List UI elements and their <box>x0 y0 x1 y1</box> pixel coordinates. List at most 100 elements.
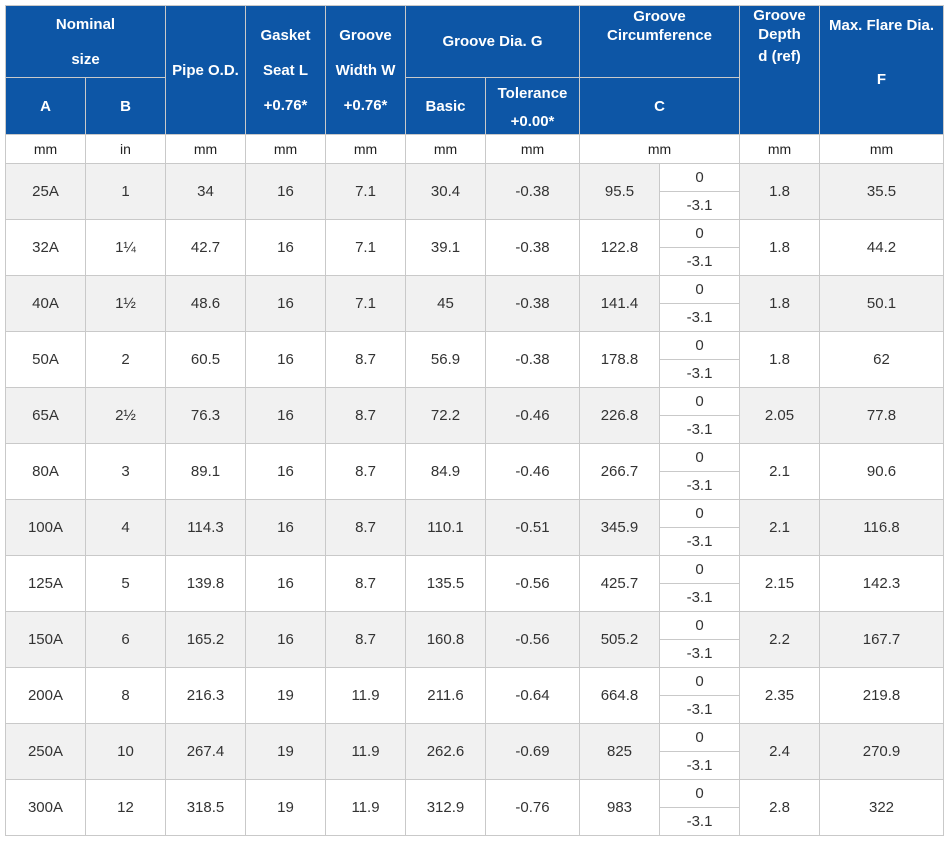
cell-groove-circumference: 226.8 <box>579 387 660 444</box>
cell-nominal-a: 125A <box>5 555 86 612</box>
table-row: 25A 1 34 16 7.1 30.4 -0.38 95.5 0 1.8 35.5 <box>5 163 945 220</box>
cell-groove-tolerance: -0.38 <box>485 163 580 220</box>
cell-groove-circumference: 825 <box>579 723 660 780</box>
cell-circumference-minus-tol: -3.1 <box>658 191 741 220</box>
cell-groove-width: 8.7 <box>325 331 406 388</box>
cell-pipe-od: 114.3 <box>165 499 246 556</box>
cell-max-flare-dia: 270.9 <box>819 723 945 780</box>
unit-cell: in <box>85 134 166 164</box>
cell-groove-basic: 110.1 <box>405 499 486 556</box>
cell-nominal-b: 6 <box>85 611 166 668</box>
cell-groove-circumference: 664.8 <box>579 667 660 724</box>
cell-gasket-seat: 16 <box>245 555 326 612</box>
table-header: Nominal size Pipe O.D. Gasket Seat L +0.… <box>5 5 945 164</box>
header-groove-depth: Groove Depth d (ref) <box>739 5 821 135</box>
cell-nominal-a: 200A <box>5 667 86 724</box>
cell-gasket-seat: 16 <box>245 387 326 444</box>
cell-groove-circumference: 95.5 <box>579 163 660 220</box>
cell-circumference-plus-tol: 0 <box>658 443 741 472</box>
cell-groove-tolerance: -0.38 <box>485 219 580 276</box>
cell-groove-width: 8.7 <box>325 443 406 500</box>
table-row-sub: -3.1 <box>6 471 944 500</box>
cell-groove-circumference: 141.4 <box>579 275 660 332</box>
cell-nominal-b: 8 <box>85 667 166 724</box>
groove-spec-table: Nominal size Pipe O.D. Gasket Seat L +0.… <box>5 5 945 836</box>
cell-max-flare-dia: 142.3 <box>819 555 945 612</box>
header-gasket-seat: Gasket Seat L +0.76* <box>245 5 326 135</box>
unit-cell: mm <box>5 134 86 164</box>
unit-cell: mm <box>739 134 821 164</box>
cell-circumference-plus-tol: 0 <box>658 163 741 192</box>
cell-groove-depth: 2.05 <box>739 387 821 444</box>
cell-groove-basic: 30.4 <box>405 163 486 220</box>
cell-groove-depth: 2.4 <box>739 723 821 780</box>
cell-circumference-plus-tol: 0 <box>658 219 741 248</box>
cell-groove-tolerance: -0.56 <box>485 611 580 668</box>
cell-groove-tolerance: -0.56 <box>485 555 580 612</box>
cell-circumference-plus-tol: 0 <box>658 499 741 528</box>
cell-circumference-minus-tol: -3.1 <box>658 583 741 612</box>
header-c: C <box>578 77 741 135</box>
cell-circumference-minus-tol: -3.1 <box>658 807 741 836</box>
cell-groove-circumference: 505.2 <box>579 611 660 668</box>
table-row: 300A 12 318.5 19 11.9 312.9 -0.76 983 0 2.8 322 <box>5 779 945 836</box>
cell-groove-tolerance: -0.51 <box>485 499 580 556</box>
unit-cell: mm <box>245 134 326 164</box>
cell-nominal-b: 1¼ <box>85 219 166 276</box>
cell-circumference-minus-tol: -3.1 <box>658 303 741 332</box>
cell-nominal-a: 80A <box>5 443 86 500</box>
table-row-sub: -3.1 <box>6 695 944 724</box>
unit-cell: mm <box>578 134 741 164</box>
cell-groove-basic: 56.9 <box>405 331 486 388</box>
table-row: 32A 1¼ 42.7 16 7.1 39.1 -0.38 122.8 0 1.8 44.2 <box>5 219 945 276</box>
cell-gasket-seat: 16 <box>245 443 326 500</box>
cell-groove-circumference: 178.8 <box>579 331 660 388</box>
header-pipe-od: Pipe O.D. <box>165 5 246 135</box>
header-groove-width: Groove Width W +0.76* <box>325 5 406 135</box>
cell-max-flare-dia: 322 <box>819 779 945 836</box>
cell-groove-basic: 72.2 <box>405 387 486 444</box>
table-row-sub: -3.1 <box>6 751 944 780</box>
cell-groove-depth: 1.8 <box>739 219 821 276</box>
header-tolerance: Tolerance +0.00* <box>485 77 580 135</box>
cell-circumference-plus-tol: 0 <box>658 779 741 808</box>
cell-groove-width: 7.1 <box>325 219 406 276</box>
table-row-sub: -3.1 <box>6 247 944 276</box>
table-row: 200A 8 216.3 19 11.9 211.6 -0.64 664.8 0 2.35 219.… <box>5 667 945 724</box>
cell-groove-width: 8.7 <box>325 555 406 612</box>
cell-groove-tolerance: -0.69 <box>485 723 580 780</box>
header-max-flare-dia: Max. Flare Dia. F <box>819 5 945 135</box>
cell-max-flare-dia: 77.8 <box>819 387 945 444</box>
cell-max-flare-dia: 50.1 <box>819 275 945 332</box>
header-b: B <box>85 77 166 135</box>
cell-gasket-seat: 16 <box>245 331 326 388</box>
table-row: 80A 3 89.1 16 8.7 84.9 -0.46 266.7 0 2.1 90.6 <box>5 443 945 500</box>
cell-groove-width: 7.1 <box>325 275 406 332</box>
cell-max-flare-dia: 116.8 <box>819 499 945 556</box>
cell-groove-depth: 2.1 <box>739 499 821 556</box>
table-row-sub: -3.1 <box>6 639 944 668</box>
cell-groove-tolerance: -0.38 <box>485 275 580 332</box>
cell-groove-width: 11.9 <box>325 723 406 780</box>
header-groove-circumference: Groove Circumference <box>578 5 741 78</box>
cell-nominal-a: 300A <box>5 779 86 836</box>
cell-groove-width: 7.1 <box>325 163 406 220</box>
cell-groove-width: 8.7 <box>325 611 406 668</box>
cell-circumference-minus-tol: -3.1 <box>658 359 741 388</box>
cell-pipe-od: 267.4 <box>165 723 246 780</box>
cell-pipe-od: 216.3 <box>165 667 246 724</box>
cell-groove-tolerance: -0.38 <box>485 331 580 388</box>
cell-groove-depth: 1.8 <box>739 275 821 332</box>
cell-circumference-plus-tol: 0 <box>658 555 741 584</box>
cell-max-flare-dia: 44.2 <box>819 219 945 276</box>
table-row-sub: -3.1 <box>6 415 944 444</box>
table-row: 150A 6 165.2 16 8.7 160.8 -0.56 505.2 0 2.2 167.7 <box>5 611 945 668</box>
cell-pipe-od: 76.3 <box>165 387 246 444</box>
cell-max-flare-dia: 35.5 <box>819 163 945 220</box>
cell-circumference-plus-tol: 0 <box>658 331 741 360</box>
cell-groove-basic: 45 <box>405 275 486 332</box>
cell-groove-depth: 2.8 <box>739 779 821 836</box>
cell-groove-depth: 2.2 <box>739 611 821 668</box>
unit-cell: mm <box>819 134 945 164</box>
cell-groove-tolerance: -0.64 <box>485 667 580 724</box>
